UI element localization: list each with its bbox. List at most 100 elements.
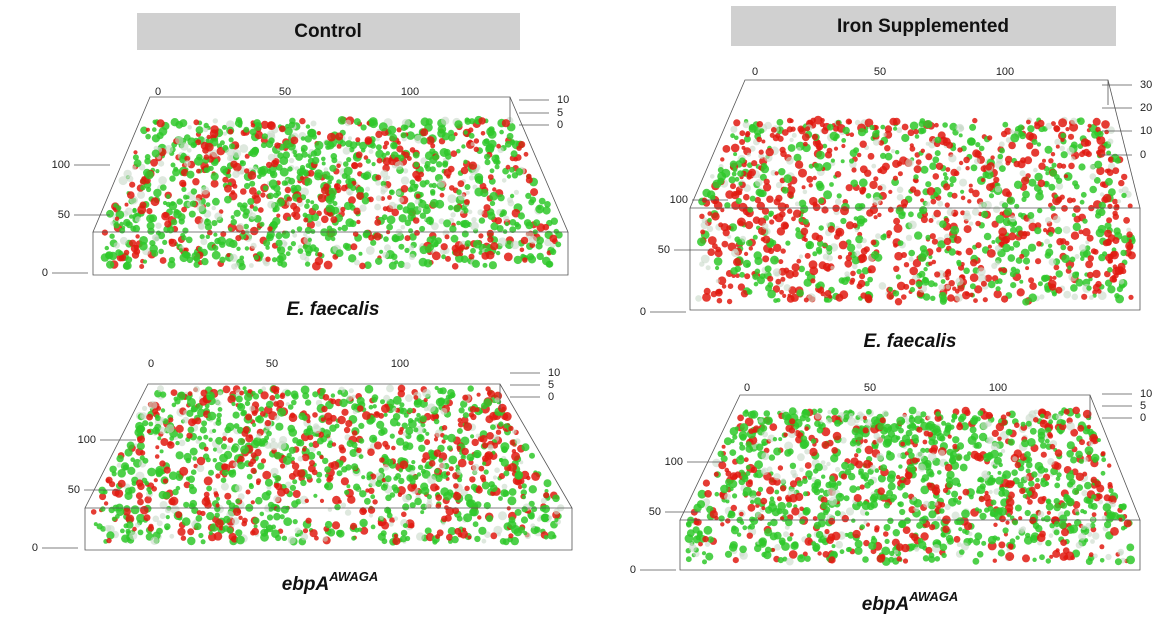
cell — [413, 152, 420, 159]
cell — [430, 191, 435, 196]
cell — [213, 488, 217, 492]
cell — [390, 142, 398, 150]
cell — [796, 259, 801, 264]
cell — [150, 537, 158, 545]
cell — [543, 492, 549, 498]
cell — [768, 211, 774, 217]
cell — [365, 187, 370, 192]
cell — [345, 420, 352, 427]
cell — [446, 471, 450, 475]
cell — [420, 415, 427, 422]
cell — [497, 225, 504, 232]
cell — [376, 195, 382, 201]
cell — [522, 506, 528, 512]
cell — [995, 260, 1000, 265]
cell — [936, 163, 943, 170]
cell — [973, 558, 980, 565]
cell — [442, 425, 447, 430]
cell — [798, 127, 805, 134]
cell — [1067, 245, 1073, 251]
cell — [925, 153, 932, 160]
cell — [300, 176, 304, 180]
cell — [923, 267, 927, 271]
cell — [1025, 231, 1030, 236]
cell — [1027, 125, 1034, 132]
cell — [421, 117, 430, 126]
cell — [511, 452, 520, 461]
cell — [866, 193, 872, 199]
cell — [137, 191, 145, 199]
cell — [782, 187, 789, 194]
cell — [303, 244, 308, 249]
cell — [184, 160, 191, 167]
cell — [399, 468, 403, 472]
cell — [1085, 261, 1093, 269]
cell — [809, 266, 818, 275]
cell — [852, 264, 858, 270]
cell — [286, 251, 291, 256]
cell — [244, 393, 252, 401]
cell — [447, 194, 456, 203]
cell — [211, 220, 217, 226]
cell — [695, 295, 702, 302]
cell — [274, 142, 280, 148]
cell — [278, 253, 286, 261]
cell — [481, 131, 486, 136]
cell — [476, 434, 480, 438]
cell — [164, 220, 171, 227]
cell — [795, 202, 800, 207]
cell — [523, 531, 527, 535]
cell — [1002, 122, 1008, 128]
cell — [555, 242, 561, 248]
cell — [1101, 120, 1110, 129]
cell — [462, 231, 469, 238]
cell — [410, 470, 416, 476]
cell — [159, 460, 165, 466]
cell — [749, 246, 753, 250]
cell — [237, 462, 245, 470]
cell — [544, 535, 549, 540]
cell — [783, 531, 789, 537]
cell — [201, 186, 209, 194]
cell — [985, 164, 992, 171]
cell — [1047, 511, 1051, 515]
cell — [474, 147, 479, 152]
cell — [739, 130, 745, 136]
cell — [812, 251, 817, 256]
cell — [944, 238, 951, 245]
cell — [164, 467, 171, 474]
panel-caption: E. faecalis — [287, 299, 380, 320]
cell — [943, 142, 947, 146]
cell — [400, 408, 407, 415]
cell — [443, 492, 452, 501]
cell — [945, 202, 950, 207]
cell — [211, 180, 219, 188]
cell — [277, 408, 286, 417]
cell — [408, 187, 413, 192]
cell — [490, 168, 495, 173]
cell — [510, 140, 516, 146]
cell — [115, 489, 124, 498]
cell — [930, 233, 936, 239]
cell — [858, 128, 866, 136]
cell — [133, 208, 137, 212]
cell — [232, 517, 240, 525]
cell — [135, 216, 141, 222]
cell — [1121, 174, 1127, 180]
cell — [113, 222, 119, 228]
cell — [453, 483, 459, 489]
cell — [536, 237, 544, 245]
cell — [369, 117, 378, 126]
cell — [754, 282, 759, 287]
cell — [697, 237, 706, 246]
cell — [457, 446, 461, 450]
cell — [1045, 248, 1053, 256]
cell — [330, 399, 336, 405]
cell — [844, 271, 850, 277]
cell — [160, 391, 166, 397]
cell — [1049, 258, 1056, 265]
cell — [932, 156, 939, 163]
cell — [961, 196, 966, 201]
cell — [379, 250, 383, 254]
cell — [185, 458, 191, 464]
